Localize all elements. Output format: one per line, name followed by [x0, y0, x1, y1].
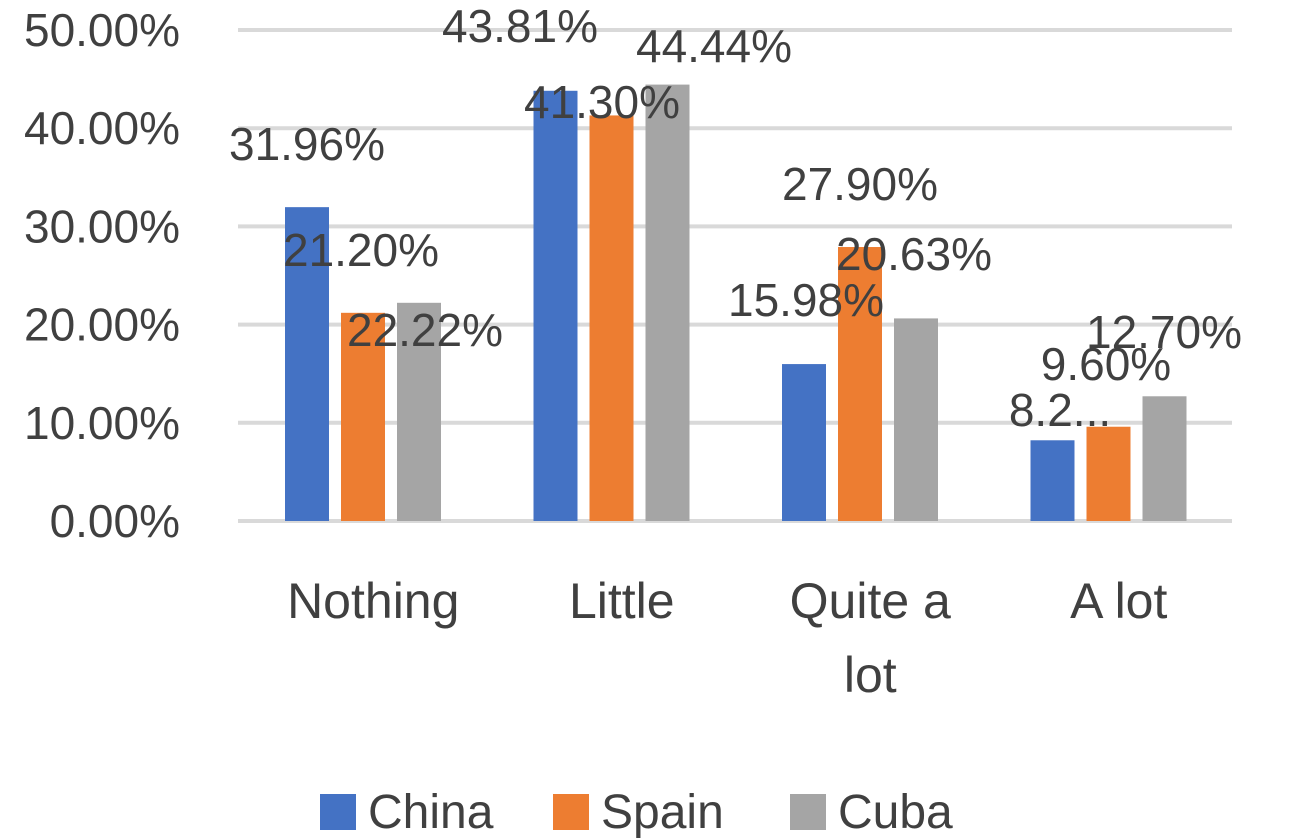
bar-china [533, 90, 578, 521]
bar-china [285, 207, 329, 521]
legend-label-china: China [368, 786, 494, 839]
y-tick-label: 50.00% [24, 4, 180, 56]
bar-china [782, 364, 826, 521]
data-label-spain: 41.30% [524, 76, 680, 128]
bar-china [1030, 440, 1075, 521]
data-label-china: 31.96% [229, 118, 385, 170]
y-tick-label: 20.00% [24, 299, 180, 351]
bar-spain [341, 312, 385, 521]
x-tick-label: Nothing [287, 573, 459, 629]
bar-cuba [397, 302, 441, 521]
x-tick-label: Little [569, 573, 675, 629]
y-tick-label: 40.00% [24, 102, 180, 154]
legend-swatch-spain [553, 794, 589, 830]
bar-cuba [645, 84, 690, 522]
legend-label-spain: Spain [601, 786, 724, 839]
legend-swatch-china [320, 794, 356, 830]
data-label-cuba: 44.44% [636, 20, 792, 72]
x-tick-label: lot [844, 647, 897, 703]
data-labels: 31.96% 21.20% 22.22% 43.81% 41.30%44.44% 15.9… [229, 0, 1242, 436]
legend-label-cuba: Cuba [838, 786, 953, 839]
y-axis: 0.00% 10.00% 20.00% 30.00% 40.00% 50.00% [24, 4, 180, 547]
data-label-cuba: 22.22% [347, 304, 503, 356]
y-tick-label: 30.00% [24, 200, 180, 252]
data-label-china: 43.81% [442, 0, 598, 52]
data-label-china: 15.98% [728, 274, 884, 326]
legend: China Spain Cuba [320, 786, 953, 839]
y-tick-label: 10.00% [24, 397, 180, 449]
x-tick-label: A lot [1070, 573, 1167, 629]
bar-cuba [1142, 396, 1187, 521]
data-label-cuba: 20.63% [836, 228, 992, 280]
bar-cuba [894, 318, 938, 521]
bar-spain [838, 247, 882, 521]
data-label-china: 8.2... [1009, 384, 1111, 436]
bars [285, 84, 1187, 522]
x-axis: Nothing Little Quite a lot A lot [287, 573, 1167, 703]
data-label-cuba: 12.70% [1086, 306, 1242, 358]
data-label-spain: 27.90% [782, 158, 938, 210]
y-tick-label: 0.00% [50, 495, 180, 547]
bar-spain [589, 115, 634, 522]
bar-spain [1086, 426, 1131, 521]
data-label-spain: 9.60% [1041, 338, 1171, 390]
x-tick-label: Quite a [790, 573, 951, 629]
data-label-spain: 21.20% [283, 224, 439, 276]
legend-swatch-cuba [790, 794, 826, 830]
